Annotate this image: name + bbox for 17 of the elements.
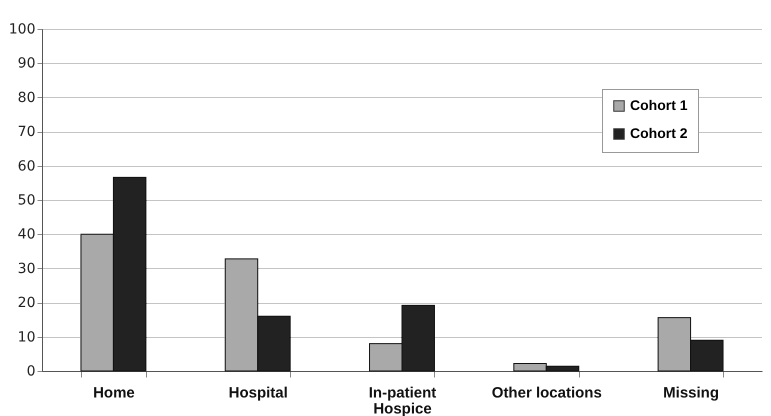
legend-label: Cohort 2 xyxy=(630,125,688,141)
y-tick-label: 90 xyxy=(18,56,36,72)
x-tick-label: Hospital xyxy=(228,384,288,402)
y-tick-label: 40 xyxy=(18,226,36,243)
y-tick-label: 70 xyxy=(18,124,36,140)
y-tick-label: 50 xyxy=(18,192,36,208)
y-tick-label: 20 xyxy=(18,295,36,312)
x-tick-label: Home xyxy=(93,384,135,402)
y-tick-label: 10 xyxy=(18,329,36,346)
y-tick-label: 0 xyxy=(26,364,36,380)
y-tick-label: 60 xyxy=(18,158,36,174)
legend-label: Cohort 1 xyxy=(630,97,688,113)
y-tick-label: 100 xyxy=(8,22,36,38)
x-tick-label: Missing xyxy=(663,384,719,402)
x-tick-label: Other locations xyxy=(492,384,602,402)
y-tick-label: 80 xyxy=(18,90,36,106)
y-tick-label: 30 xyxy=(18,260,36,277)
